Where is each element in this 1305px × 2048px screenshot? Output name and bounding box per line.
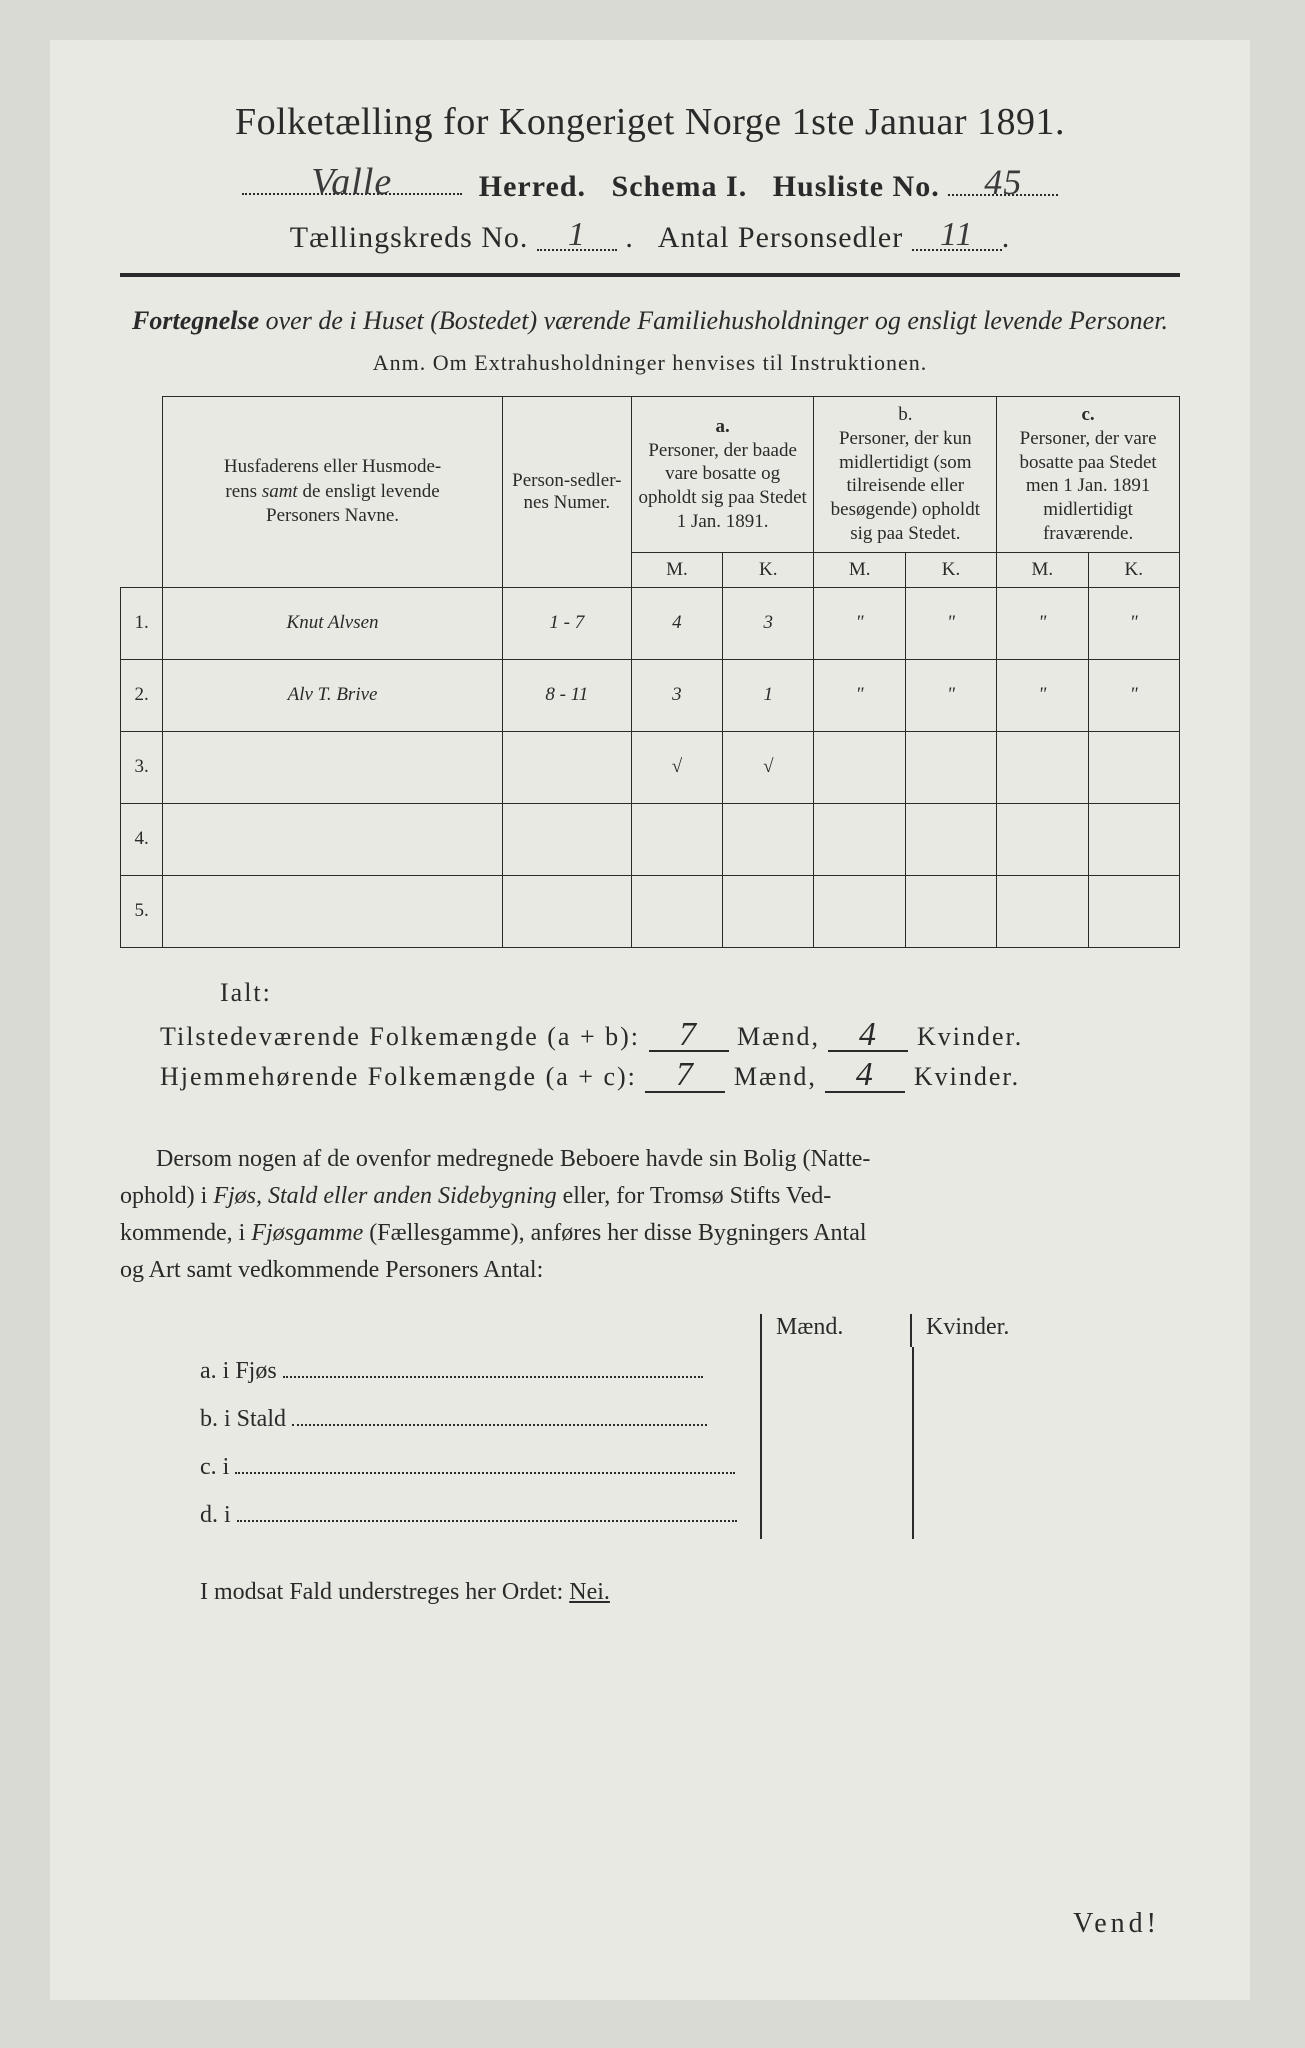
maend-label: Mænd.	[760, 1314, 900, 1347]
table-row: 5.	[121, 875, 1180, 947]
row-numer	[502, 731, 631, 803]
list-item: c. i	[200, 1443, 1180, 1491]
antal-value: 11	[940, 216, 973, 253]
col-a-header: a. Personer, der baade vare bosatte og o…	[631, 397, 814, 553]
row-numer	[502, 803, 631, 875]
sum2-m: 7	[645, 1060, 725, 1093]
table-row: 2.Alv T. Brive8 - 1131""""	[121, 659, 1180, 731]
row-bk	[905, 803, 996, 875]
sum2-k: 4	[825, 1060, 905, 1093]
row-number: 2.	[121, 659, 163, 731]
household-table: Husfaderens eller Husmode-rens samt de e…	[120, 396, 1180, 948]
row-ck: "	[1088, 587, 1179, 659]
row-cm	[997, 875, 1088, 947]
anm-note: Anm. Om Extrahusholdninger henvises til …	[120, 350, 1180, 376]
row-name	[163, 803, 503, 875]
row-ak	[723, 875, 814, 947]
sum-line-2: Hjemmehørende Folkemængde (a + c): 7 Mæn…	[160, 1060, 1180, 1093]
list-item: a. i Fjøs	[200, 1347, 1180, 1395]
row-cm: "	[997, 587, 1088, 659]
sum1-k: 4	[828, 1020, 908, 1053]
row-ck	[1088, 731, 1179, 803]
table-row: 4.	[121, 803, 1180, 875]
row-number: 4.	[121, 803, 163, 875]
row-numer: 8 - 11	[502, 659, 631, 731]
sum1-m: 7	[649, 1020, 729, 1053]
row-number: 1.	[121, 587, 163, 659]
row-cm	[997, 803, 1088, 875]
header-line-2: Valle Herred. Schema I. Husliste No. 45	[120, 162, 1180, 204]
nei-line: I modsat Fald understreges her Ordet: Ne…	[200, 1579, 1180, 1606]
row-ak: 3	[723, 587, 814, 659]
col-c-m: M.	[997, 552, 1088, 587]
row-ak: 1	[723, 659, 814, 731]
page-title: Folketælling for Kongeriget Norge 1ste J…	[120, 100, 1180, 144]
row-ck: "	[1088, 659, 1179, 731]
row-bk: "	[905, 587, 996, 659]
row-number: 5.	[121, 875, 163, 947]
subtitle: Fortegnelse over de i Huset (Bostedet) v…	[120, 303, 1180, 338]
table-row: 3. √√	[121, 731, 1180, 803]
kreds-label: Tællingskreds No.	[290, 221, 529, 254]
row-bm	[814, 875, 905, 947]
row-name: Alv T. Brive	[163, 659, 503, 731]
col-a-m: M.	[631, 552, 722, 587]
herred-label: Herred.	[479, 170, 586, 203]
kreds-value: 1	[568, 216, 586, 253]
list-item: b. i Stald	[200, 1395, 1180, 1443]
row-am	[631, 803, 722, 875]
maend-kvinder-header: Mænd. Kvinder.	[760, 1314, 1180, 1347]
row-bk: "	[905, 659, 996, 731]
husliste-label: Husliste No.	[773, 170, 940, 203]
row-am: 3	[631, 659, 722, 731]
sidebygning-paragraph: Dersom nogen af de ovenfor medregnede Be…	[120, 1141, 1180, 1290]
row-bm	[814, 731, 905, 803]
row-bm: "	[814, 659, 905, 731]
row-name: Knut Alvsen	[163, 587, 503, 659]
row-name	[163, 731, 503, 803]
row-cm	[997, 731, 1088, 803]
ialt-label: Ialt:	[220, 978, 1180, 1008]
row-am: 4	[631, 587, 722, 659]
col-names-header: Husfaderens eller Husmode-rens samt de e…	[163, 397, 503, 588]
row-numer: 1 - 7	[502, 587, 631, 659]
row-bk	[905, 875, 996, 947]
col-b-header: b. Personer, der kun midlertidigt (som t…	[814, 397, 997, 553]
vend-label: Vend!	[1073, 1908, 1160, 1940]
row-bk	[905, 731, 996, 803]
row-cm: "	[997, 659, 1088, 731]
col-c-header: c. Personer, der vare bosatte paa Stedet…	[997, 397, 1180, 553]
row-am	[631, 875, 722, 947]
row-am: √	[631, 731, 722, 803]
row-bm	[814, 803, 905, 875]
row-ck	[1088, 803, 1179, 875]
row-number: 3.	[121, 731, 163, 803]
building-list: a. i Fjøs b. i Stald c. i d. i	[200, 1347, 1180, 1539]
table-row: 1.Knut Alvsen1 - 743""""	[121, 587, 1180, 659]
schema-label: Schema I.	[612, 170, 748, 203]
census-form-page: Folketælling for Kongeriget Norge 1ste J…	[50, 40, 1250, 2000]
col-a-k: K.	[723, 552, 814, 587]
row-ak	[723, 803, 814, 875]
col-b-k: K.	[905, 552, 996, 587]
sum-line-1: Tilstedeværende Folkemængde (a + b): 7 M…	[160, 1020, 1180, 1053]
row-numer	[502, 875, 631, 947]
nei-word: Nei.	[569, 1579, 610, 1605]
col-numer-header: Person-sedler-nes Numer.	[502, 397, 631, 588]
row-bm: "	[814, 587, 905, 659]
header-line-3: Tællingskreds No. 1 . Antal Personsedler…	[120, 218, 1180, 255]
divider	[120, 273, 1180, 277]
col-b-m: M.	[814, 552, 905, 587]
subtitle-rest: over de i Huset (Bostedet) værende Famil…	[266, 306, 1168, 335]
husliste-value: 45	[984, 162, 1022, 202]
antal-label: Antal Personsedler	[658, 221, 903, 254]
row-ak: √	[723, 731, 814, 803]
kvinder-label: Kvinder.	[910, 1314, 1050, 1347]
col-c-k: K.	[1088, 552, 1179, 587]
herred-value: Valle	[311, 161, 392, 203]
row-name	[163, 875, 503, 947]
list-item: d. i	[200, 1491, 1180, 1539]
row-ck	[1088, 875, 1179, 947]
